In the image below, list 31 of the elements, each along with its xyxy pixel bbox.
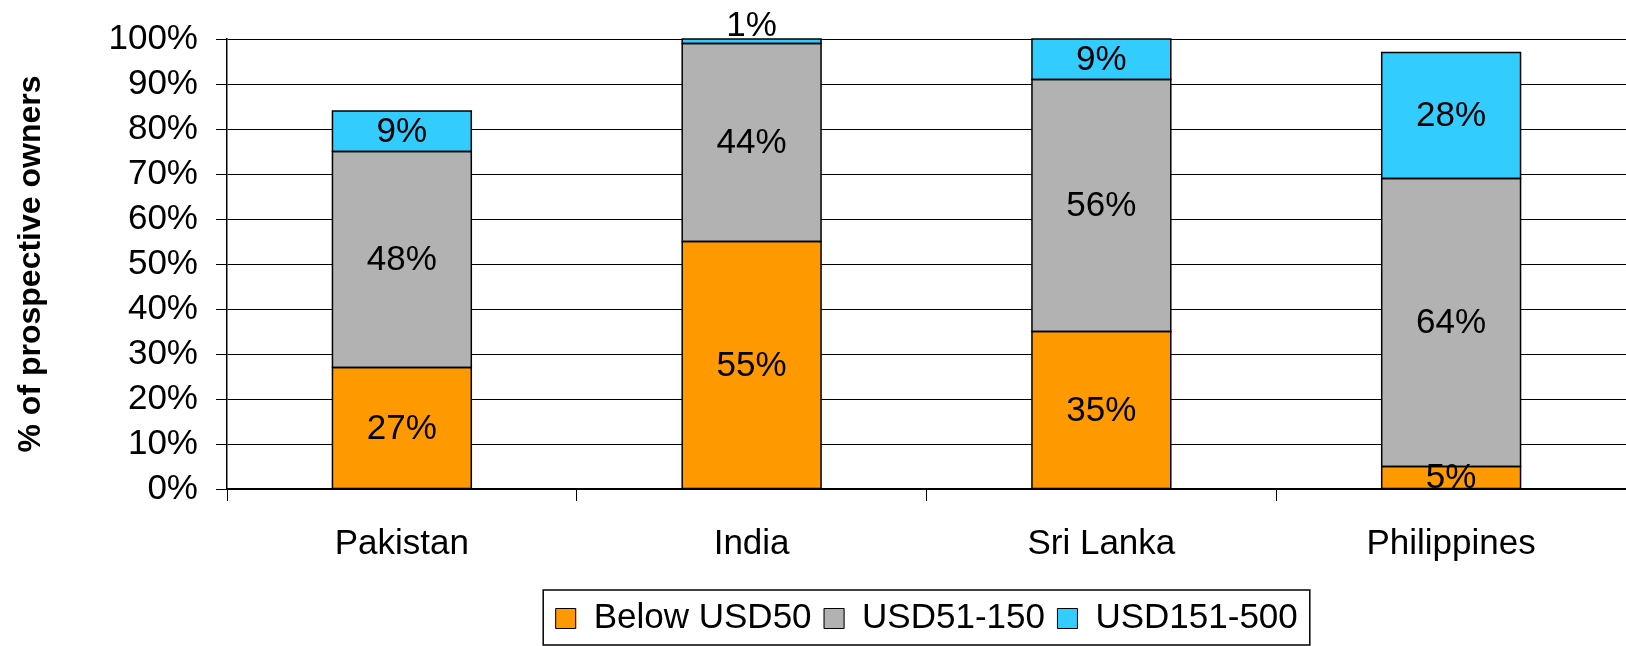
x-tick-label: Sri Lanka — [1027, 521, 1176, 561]
data-label: 9% — [1076, 37, 1127, 77]
data-label: 55% — [716, 343, 787, 383]
y-tick-label: 0% — [147, 466, 198, 506]
data-label: 5% — [1425, 456, 1477, 496]
y-tick-label: 40% — [127, 286, 198, 326]
y-tick-label: 70% — [127, 151, 198, 191]
data-label: 44% — [716, 121, 787, 161]
y-tick-label: 60% — [127, 196, 198, 236]
y-tick-label: 90% — [127, 61, 198, 101]
legend-label: USD151-500 — [1095, 596, 1298, 636]
legend-label: USD51-150 — [862, 596, 1045, 636]
x-tick-label: Philippines — [1366, 521, 1536, 561]
data-label: 56% — [1066, 184, 1137, 224]
y-tick-label: 50% — [127, 241, 198, 281]
data-label: 35% — [1066, 388, 1137, 428]
x-tick-label: India — [713, 521, 791, 561]
y-tick-label: 100% — [108, 16, 198, 56]
y-tick-label: 30% — [127, 331, 198, 371]
data-label: 64% — [1416, 301, 1487, 341]
y-tick-label: 80% — [127, 106, 198, 146]
legend-label: Below USD50 — [593, 596, 812, 636]
y-tick-label: 10% — [127, 421, 198, 461]
data-label: 1% — [726, 4, 777, 43]
data-label: 27% — [366, 406, 437, 446]
x-tick-label: Pakistan — [334, 521, 469, 561]
data-label: 28% — [1416, 94, 1487, 134]
y-tick-label: 20% — [127, 376, 198, 416]
data-label: 48% — [366, 238, 437, 278]
y-axis-title: % of prospective owners — [11, 75, 48, 453]
data-label: 9% — [376, 109, 428, 149]
